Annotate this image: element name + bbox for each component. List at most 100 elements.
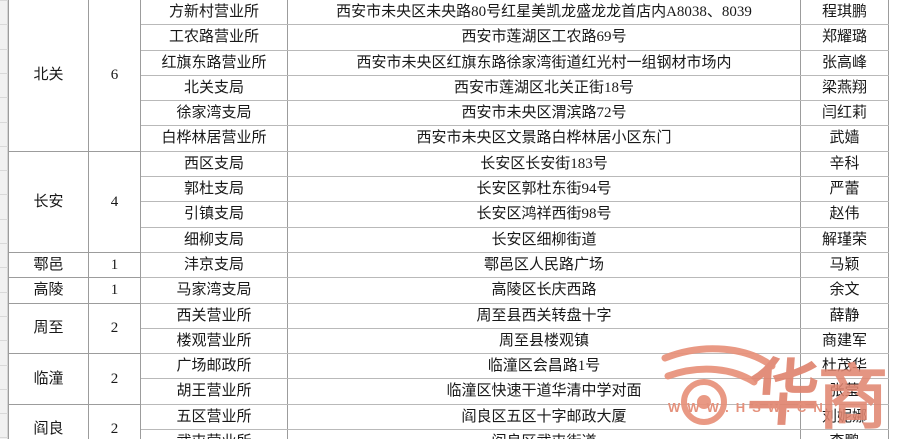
- cell-address[interactable]: 长安区郭杜东街94号: [287, 176, 801, 203]
- row-header-cell[interactable]: [0, 121, 8, 123]
- row-header-cell[interactable]: [0, 243, 8, 244]
- cell-office-name[interactable]: 细柳支局: [140, 226, 288, 253]
- row-header-cell[interactable]: [0, 194, 8, 196]
- row-header-cell[interactable]: [0, 218, 8, 220]
- cell-district[interactable]: 阎良: [8, 403, 89, 439]
- cell-person[interactable]: 杜茂华: [800, 353, 889, 380]
- cell-district[interactable]: 高陵: [8, 277, 89, 304]
- cell-person[interactable]: 薛静: [800, 302, 889, 329]
- cell-office-name[interactable]: 方新村营业所: [140, 0, 288, 26]
- cell-person[interactable]: 程琪鹏: [800, 0, 889, 26]
- cell-office-name[interactable]: 北关支局: [140, 74, 288, 102]
- cell-person[interactable]: 赵伟: [800, 201, 889, 228]
- cell-office-name[interactable]: 引镇支局: [140, 201, 288, 228]
- cell-person[interactable]: 梁燕翔: [800, 74, 889, 102]
- row-header-cell[interactable]: [0, 267, 8, 269]
- cell-address[interactable]: 西安市莲湖区工农路69号: [287, 24, 801, 51]
- cell-address[interactable]: 周至县西关转盘十字: [287, 302, 801, 329]
- table-row: 高陵 1 马家湾支局 高陵区长庆西路 余文: [8, 277, 889, 304]
- cell-person[interactable]: 严蕾: [800, 176, 889, 203]
- table-row: 徐家湾支局 西安市未央区渭滨路72号 闫红莉: [9, 100, 889, 127]
- cell-office-name[interactable]: 西区支局: [140, 150, 288, 178]
- cell-count[interactable]: 2: [88, 302, 141, 355]
- cell-person[interactable]: 闫红莉: [800, 100, 889, 127]
- cell-address[interactable]: 长安区鸿祥西街98号: [287, 201, 801, 228]
- cell-person[interactable]: 李鹏: [800, 429, 889, 439]
- cell-count[interactable]: 4: [88, 150, 141, 253]
- cell-office-name[interactable]: 西关营业所: [140, 302, 288, 329]
- table-row: 武屯营业所阎良区武屯街道李鹏: [9, 429, 889, 439]
- row-header-cell[interactable]: [0, 0, 8, 1]
- cell-address[interactable]: 西安市未央区未央路80号红星美凯龙盛龙龙首店内A8038、8039: [287, 0, 801, 26]
- cell-person[interactable]: 刘妮娜: [800, 403, 889, 431]
- cell-address[interactable]: 周至县楼观镇: [287, 327, 801, 355]
- cell-person[interactable]: 解瑾荣: [800, 226, 889, 253]
- cell-district[interactable]: 周至: [8, 302, 89, 355]
- cell-person[interactable]: 余文: [800, 277, 889, 304]
- row-header-cell[interactable]: [0, 413, 8, 415]
- table-row: 胡王营业所 临潼区快速干道华清中学对面 张莹: [9, 378, 889, 405]
- cell-office-name[interactable]: 白桦林居营业所: [140, 125, 288, 152]
- cell-office-name[interactable]: 胡王营业所: [140, 378, 288, 405]
- row-header-cell[interactable]: [0, 364, 8, 366]
- cell-district[interactable]: 临潼: [8, 353, 89, 405]
- cell-address[interactable]: 西安市未央区红旗东路徐家湾街道红光村一组钢材市场内: [287, 49, 801, 76]
- cell-person[interactable]: 武嫱: [800, 125, 889, 152]
- cell-person[interactable]: 张高峰: [800, 49, 889, 76]
- cell-address[interactable]: 长安区长安街183号: [287, 150, 801, 178]
- cell-office-name[interactable]: 马家湾支局: [140, 277, 288, 304]
- row-header-cell[interactable]: [0, 437, 8, 439]
- row-header-cell[interactable]: [0, 170, 8, 172]
- cell-address[interactable]: 阎良区五区十字邮政大厦: [287, 403, 801, 431]
- cell-address[interactable]: 高陵区长庆西路: [287, 277, 801, 304]
- cell-person[interactable]: 商建军: [800, 327, 889, 355]
- cell-address[interactable]: 西安市莲湖区北关正街18号: [287, 74, 801, 102]
- table-row: 鄠邑 1 沣京支局 鄠邑区人民路广场 马颖: [8, 251, 889, 279]
- cell-address[interactable]: 西安市未央区文景路白桦林居小区东门: [287, 125, 801, 152]
- cell-address[interactable]: 阎良区武屯街道: [287, 429, 801, 439]
- row-header-cell[interactable]: [0, 97, 8, 99]
- table-row: 北关支局 西安市莲湖区北关正街18号 梁燕翔: [9, 74, 889, 102]
- cell-person[interactable]: 马颖: [800, 251, 889, 279]
- cell-office-name[interactable]: 五区营业所: [140, 403, 288, 431]
- row-header-cell[interactable]: [0, 291, 8, 293]
- row-header-cell[interactable]: [0, 340, 8, 342]
- cell-office-name[interactable]: 徐家湾支局: [140, 100, 288, 127]
- cell-district[interactable]: 长安: [8, 150, 89, 253]
- row-header-cell[interactable]: [0, 145, 8, 147]
- cell-address[interactable]: 西安市未央区渭滨路72号: [287, 100, 801, 127]
- cell-office-name[interactable]: 郭杜支局: [140, 176, 288, 203]
- cell-count[interactable]: 2: [88, 403, 141, 439]
- cell-person[interactable]: 张莹: [800, 378, 889, 405]
- row-header-cell[interactable]: [0, 72, 8, 74]
- cell-office-name[interactable]: 沣京支局: [140, 251, 288, 279]
- cell-office-name[interactable]: 武屯营业所: [140, 429, 288, 439]
- cell-address[interactable]: 临潼区快速干道华清中学对面: [287, 378, 801, 405]
- cell-district[interactable]: 鄠邑: [8, 251, 89, 279]
- row-header-cell[interactable]: [0, 24, 8, 26]
- cell-count[interactable]: 2: [88, 353, 141, 405]
- table-row: 阎良 2 五区营业所 阎良区五区十字邮政大厦 刘妮娜: [8, 403, 889, 439]
- row-header-cell[interactable]: [0, 48, 8, 50]
- cell-person[interactable]: 辛科: [800, 150, 889, 178]
- cell-office-name[interactable]: 工农路营业所: [140, 24, 288, 51]
- cell-address[interactable]: 临潼区会昌路1号: [287, 353, 801, 380]
- cell-address[interactable]: 鄠邑区人民路广场: [287, 251, 801, 279]
- cell-district[interactable]: 北关: [8, 0, 89, 152]
- row-header-cell[interactable]: [0, 388, 8, 390]
- table-row: 周至 2 西关营业所 周至县西关转盘十字 薛静: [8, 302, 889, 355]
- network-outlets-table: 北关 6 方新村营业所 西安市未央区未央路80号红星美凯龙盛龙龙首店内A8038、80…: [8, 0, 889, 439]
- cell-count[interactable]: 1: [88, 251, 141, 279]
- cell-office-name[interactable]: 广场邮政所: [140, 353, 288, 380]
- cell-count[interactable]: 6: [88, 0, 141, 152]
- row-header-cell[interactable]: [0, 315, 8, 317]
- cell-office-name[interactable]: 楼观营业所: [140, 327, 288, 355]
- cell-count[interactable]: 1: [88, 277, 141, 304]
- cell-office-name[interactable]: 红旗东路营业所: [140, 49, 288, 76]
- cell-address[interactable]: 长安区细柳街道: [287, 226, 801, 253]
- table-row: 长安 4 西区支局 长安区长安街183号 辛科: [8, 150, 889, 253]
- cell-person[interactable]: 郑耀璐: [800, 24, 889, 51]
- table-row: 工农路营业所 西安市莲湖区工农路69号 郑耀璐: [9, 24, 889, 51]
- table-row: 北关 6 方新村营业所 西安市未央区未央路80号红星美凯龙盛龙龙首店内A8038、80…: [8, 0, 889, 152]
